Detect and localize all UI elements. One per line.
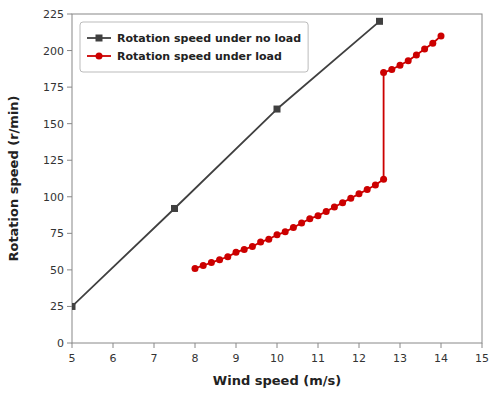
data-point <box>306 215 313 222</box>
y-tick <box>67 14 72 15</box>
legend-box <box>80 22 308 72</box>
data-point <box>372 182 379 189</box>
x-tick <box>359 343 360 348</box>
x-tick-label: 15 <box>475 352 489 365</box>
y-tick <box>67 269 72 270</box>
x-tick <box>154 343 155 348</box>
data-point <box>171 205 178 212</box>
data-point <box>282 228 289 235</box>
chart-svg: 5678910111213141502550751001251501752002… <box>0 0 500 399</box>
legend-marker <box>96 35 103 42</box>
legend: Rotation speed under no load Rotation spe… <box>80 22 308 72</box>
data-point <box>192 265 199 272</box>
x-tick-label: 6 <box>110 352 117 365</box>
x-tick <box>400 343 401 348</box>
data-point <box>380 176 387 183</box>
series-line <box>72 21 380 306</box>
data-point <box>405 57 412 64</box>
y-tick <box>67 87 72 88</box>
y-tick <box>67 196 72 197</box>
data-point <box>429 40 436 47</box>
data-point <box>380 69 387 76</box>
x-tick-label: 13 <box>393 352 407 365</box>
data-point <box>200 262 207 269</box>
data-point <box>356 190 363 197</box>
y-tick-label: 175 <box>43 81 64 94</box>
y-tick-label: 225 <box>43 8 64 21</box>
y-tick-label: 125 <box>43 154 64 167</box>
legend-label: Rotation speed under no load <box>117 32 301 45</box>
data-point <box>208 259 215 266</box>
data-point <box>274 231 281 238</box>
y-tick-label: 75 <box>50 227 64 240</box>
data-point <box>257 239 264 246</box>
x-tick <box>277 343 278 348</box>
data-point <box>241 246 248 253</box>
x-tick-label: 14 <box>434 352 448 365</box>
x-tick <box>113 343 114 348</box>
data-point <box>397 62 404 69</box>
chart-container: 5678910111213141502550751001251501752002… <box>0 0 500 399</box>
data-point <box>364 186 371 193</box>
legend-label: Rotation speed under load <box>117 50 282 63</box>
data-point <box>274 106 281 113</box>
data-point <box>388 66 395 73</box>
data-point <box>438 32 445 39</box>
data-point <box>224 253 231 260</box>
y-tick-label: 100 <box>43 191 64 204</box>
data-point <box>323 208 330 215</box>
y-tick <box>67 160 72 161</box>
data-point <box>290 224 297 231</box>
y-axis-label: Rotation speed (r/min) <box>6 95 21 261</box>
data-point <box>216 256 223 263</box>
y-tick-label: 150 <box>43 118 64 131</box>
data-point <box>315 212 322 219</box>
data-point <box>376 18 383 25</box>
x-axis-label: Wind speed (m/s) <box>213 373 341 388</box>
x-tick-label: 5 <box>69 352 76 365</box>
y-tick <box>67 306 72 307</box>
series <box>72 18 383 310</box>
data-point <box>249 243 256 250</box>
x-tick-label: 10 <box>270 352 284 365</box>
data-point <box>347 195 354 202</box>
x-tick <box>318 343 319 348</box>
x-tick <box>482 343 483 348</box>
data-point <box>421 46 428 53</box>
y-tick-label: 200 <box>43 45 64 58</box>
y-tick <box>67 50 72 51</box>
data-point <box>298 220 305 227</box>
x-tick <box>72 343 73 348</box>
y-tick <box>67 343 72 344</box>
x-tick-label: 8 <box>192 352 199 365</box>
data-point <box>331 204 338 211</box>
data-point <box>72 303 76 310</box>
data-point <box>339 199 346 206</box>
data-point <box>413 51 420 58</box>
x-tick-label: 7 <box>151 352 158 365</box>
data-point <box>233 249 240 256</box>
y-tick <box>67 123 72 124</box>
legend-marker <box>96 53 103 60</box>
x-tick-label: 11 <box>311 352 325 365</box>
x-tick <box>441 343 442 348</box>
data-point <box>265 236 272 243</box>
y-tick-label: 0 <box>57 337 64 350</box>
y-tick-label: 50 <box>50 264 64 277</box>
axes: 5678910111213141502550751001251501752002… <box>43 8 489 365</box>
x-tick <box>236 343 237 348</box>
x-tick-label: 9 <box>233 352 240 365</box>
y-tick-label: 25 <box>50 300 64 313</box>
x-tick <box>195 343 196 348</box>
plot-area <box>72 18 445 310</box>
x-tick-label: 12 <box>352 352 366 365</box>
y-tick <box>67 233 72 234</box>
plot-frame <box>72 14 482 343</box>
